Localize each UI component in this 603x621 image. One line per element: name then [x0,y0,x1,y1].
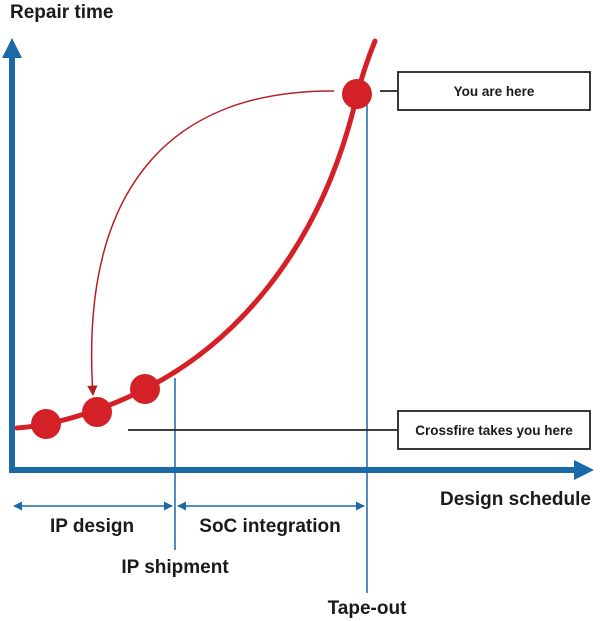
x-axis-arrowhead [574,460,594,480]
you-are-here-box [397,71,591,111]
repair-time-curve [14,38,378,431]
x-axis-label: Design schedule [440,489,591,510]
curve-point-1 [31,409,61,439]
curve-point-current [342,79,372,109]
phase-label-ip-design: IP design [50,516,134,537]
curve-point-3 [130,374,160,404]
phase-label-soc-integration: SoC integration [199,516,340,537]
y-axis-arrowhead [2,38,22,58]
milestone-label-ip-shipment: IP shipment [121,557,229,578]
crossfire-box [397,410,591,450]
you-are-here-text: You are here [454,84,535,99]
shift-left-arrow [87,90,335,397]
crossfire-text: Crossfire takes you here [415,423,573,438]
milestone-label-tape-out: Tape-out [328,598,407,619]
curve-point-2 [82,397,112,427]
y-axis-label: Repair time [10,2,113,23]
